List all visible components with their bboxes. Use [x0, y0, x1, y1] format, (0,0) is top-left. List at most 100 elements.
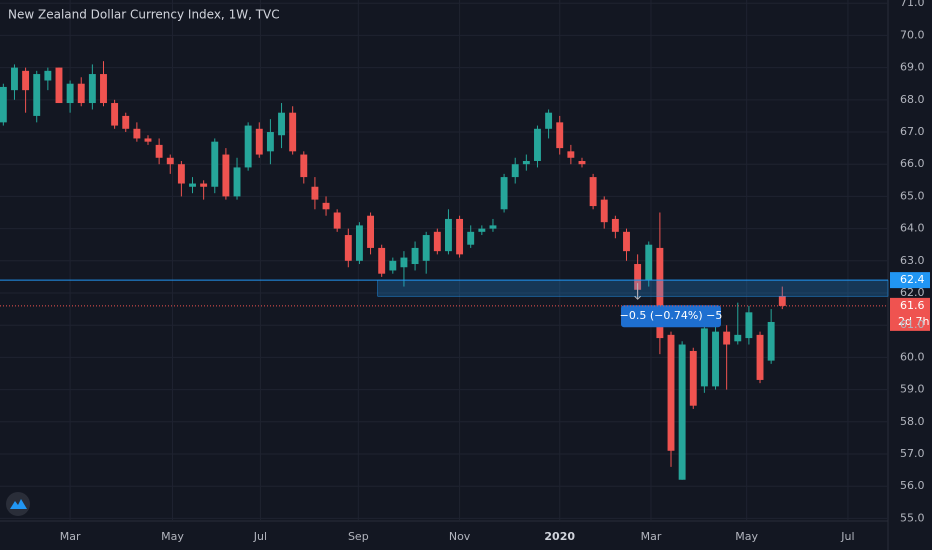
countdown-label: 2d 7h: [898, 315, 929, 328]
candle-body: [756, 334, 764, 380]
candle-body: [422, 235, 430, 261]
candle-body: [522, 160, 530, 165]
x-tick-label: Jul: [253, 530, 267, 543]
x-tick-label: May: [735, 530, 758, 543]
y-tick-label: 62.0: [900, 286, 925, 299]
candle-body: [88, 74, 96, 104]
y-tick-label: 55.0: [900, 511, 925, 524]
y-tick-label: 59.0: [900, 383, 925, 396]
candle-body: [155, 144, 163, 158]
candle-body: [767, 321, 775, 361]
y-tick-label: 58.0: [900, 415, 925, 428]
candle-body: [467, 231, 475, 245]
candle-body: [344, 235, 352, 261]
x-tick-label: Sep: [348, 530, 369, 543]
y-tick-label: 66.0: [900, 157, 925, 170]
range-arrow: [634, 283, 641, 300]
candle-body: [311, 186, 319, 200]
candle-body: [511, 164, 519, 178]
candle-body: [233, 167, 241, 197]
candle-body: [556, 122, 564, 149]
candle-body: [244, 125, 252, 168]
x-tick-label: Mar: [641, 530, 662, 543]
candle-body: [411, 247, 419, 265]
logo-icon[interactable]: [10, 499, 27, 509]
candle-body: [600, 199, 608, 223]
range-tooltip-label: −0.5 (−0.74%) −5: [620, 309, 723, 322]
range-box: [377, 279, 889, 297]
candle-body: [500, 177, 508, 210]
candle-body: [589, 177, 597, 207]
candle-body: [333, 212, 341, 229]
logo-circle[interactable]: [6, 492, 30, 516]
candle-body: [144, 138, 152, 142]
candle-body: [700, 328, 708, 387]
candle-body: [367, 215, 375, 248]
candle-body: [656, 247, 664, 339]
candle-body: [778, 296, 786, 306]
grid: [0, 0, 888, 520]
candle-body: [266, 132, 274, 152]
candle-body: [689, 350, 697, 406]
y-tick-label: 69.0: [900, 61, 925, 74]
candle-body: [22, 70, 30, 91]
candle-body: [255, 128, 263, 155]
last-price-badge: [890, 297, 930, 331]
candle-body: [300, 154, 308, 178]
candle-body: [389, 260, 397, 271]
candle-body: [77, 83, 85, 104]
overlays: −0.5 (−0.74%) −5 62.4 61.6 2d 7h: [0, 272, 930, 331]
candle-body: [433, 231, 441, 252]
candle-body: [678, 344, 686, 480]
candle-body: [100, 74, 107, 104]
candle-body: [11, 67, 18, 91]
candle-body: [66, 83, 74, 104]
candle-body: [289, 112, 297, 152]
x-tick-label: May: [161, 530, 184, 543]
y-tick-label: 61.0: [900, 318, 925, 331]
candle-body: [33, 74, 41, 116]
y-tick-label: 60.0: [900, 350, 925, 363]
candle-body: [645, 244, 653, 281]
candle-body: [322, 202, 330, 210]
candle-body: [534, 128, 541, 161]
y-tick-label: 56.0: [900, 479, 925, 492]
x-tick-label: 2020: [544, 530, 575, 543]
candle-body: [611, 218, 619, 232]
candle-body: [44, 70, 52, 81]
candle-body: [400, 257, 408, 268]
logo[interactable]: [6, 492, 30, 516]
candle-body: [623, 231, 630, 252]
candle-body: [545, 112, 553, 129]
y-tick-label: 70.0: [900, 28, 925, 41]
candle-body: [634, 264, 642, 290]
candle-body: [177, 164, 185, 184]
range-tooltip-box: [621, 305, 722, 328]
y-tick-label: 65.0: [900, 189, 925, 202]
candle-body: [489, 225, 497, 229]
chart-title: New Zealand Dollar Currency Index, 1W, T…: [8, 8, 280, 22]
candle-body: [189, 183, 196, 187]
candle-body: [378, 247, 386, 274]
range-price-label: 62.4: [900, 273, 925, 286]
y-tick-label: 63.0: [900, 254, 925, 267]
candle-body: [445, 218, 452, 252]
y-tick-label: 64.0: [900, 222, 925, 235]
candle-body: [211, 141, 219, 187]
candle-body: [712, 331, 719, 387]
candle-body: [745, 312, 753, 339]
candle-body: [723, 331, 731, 345]
candle-body: [133, 128, 141, 139]
range-price-badge: [890, 272, 930, 289]
y-tick-label: 67.0: [900, 125, 925, 138]
candle-body: [478, 228, 486, 232]
y-tick-label: 71.0: [900, 0, 925, 9]
candle-body: [355, 225, 363, 261]
candle-body: [578, 160, 586, 165]
candle-body: [111, 103, 119, 126]
candle-body: [200, 183, 208, 187]
candles: [0, 61, 786, 480]
candle-body: [166, 157, 174, 165]
